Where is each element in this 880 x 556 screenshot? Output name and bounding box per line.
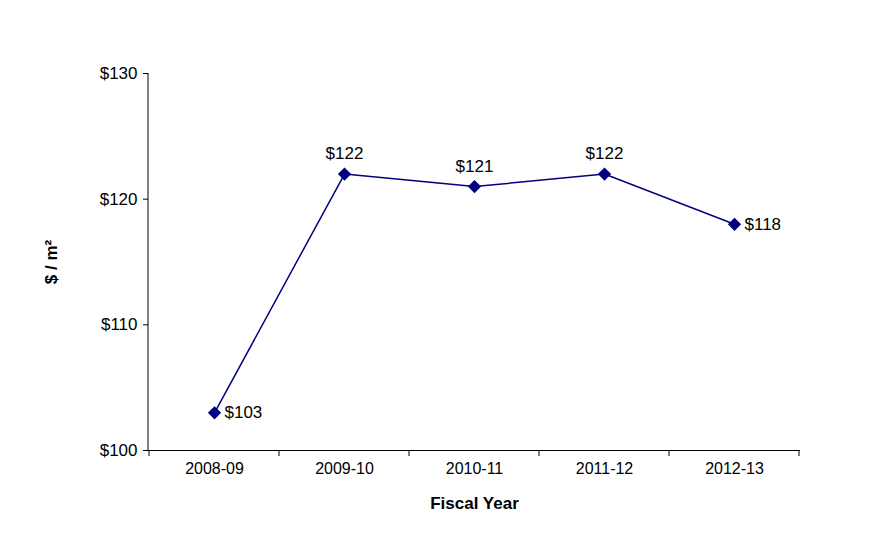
svg-text:$120: $120	[100, 190, 138, 209]
svg-text:$ / m²: $ / m²	[42, 239, 61, 284]
svg-text:2008-09: 2008-09	[185, 460, 244, 477]
svg-text:$103: $103	[225, 403, 263, 422]
svg-text:$110: $110	[101, 315, 138, 334]
svg-text:Fiscal Year: Fiscal Year	[430, 494, 519, 513]
svg-text:$100: $100	[100, 441, 138, 460]
svg-text:$130: $130	[100, 64, 138, 83]
svg-text:2011-12: 2011-12	[576, 460, 634, 477]
svg-text:$118: $118	[745, 215, 782, 234]
svg-text:2009-10: 2009-10	[315, 460, 374, 477]
svg-text:2010-11: 2010-11	[446, 460, 504, 477]
svg-text:$122: $122	[326, 144, 364, 163]
svg-text:$121: $121	[456, 157, 494, 176]
svg-text:$122: $122	[586, 144, 624, 163]
svg-text:2012-13: 2012-13	[705, 460, 764, 477]
